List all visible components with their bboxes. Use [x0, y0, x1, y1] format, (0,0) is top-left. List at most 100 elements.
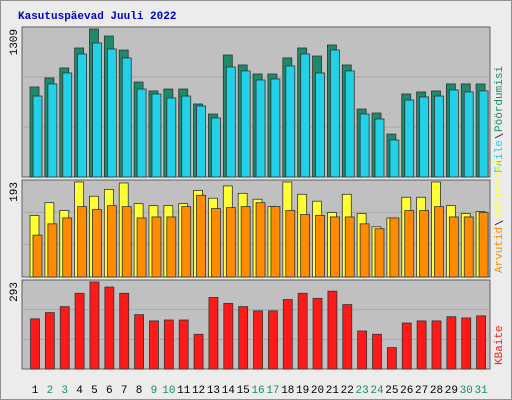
- bar: [434, 95, 444, 178]
- bar: [342, 304, 353, 370]
- bar: [327, 290, 338, 370]
- bar: [285, 65, 296, 178]
- bar: [434, 206, 444, 278]
- x-tick-label: 1: [32, 385, 39, 397]
- x-tick-label: 30: [460, 385, 473, 397]
- bar: [47, 223, 58, 278]
- bar: [240, 70, 251, 178]
- bar: [166, 216, 177, 278]
- bar: [92, 42, 102, 178]
- bar: [389, 139, 400, 178]
- bar: [478, 212, 489, 278]
- x-tick-label: 13: [207, 385, 220, 397]
- bar: [297, 292, 308, 370]
- x-tick-label: 26: [400, 385, 413, 397]
- x-tick-label: 7: [121, 385, 128, 397]
- x-tick-label: 15: [237, 385, 250, 397]
- x-tick-label: 28: [430, 385, 443, 397]
- x-tick-label: 31: [474, 385, 488, 397]
- bar: [404, 210, 415, 278]
- x-tick-label: 17: [266, 385, 279, 397]
- bar: [208, 297, 219, 370]
- bar: [270, 78, 281, 178]
- bar: [121, 206, 132, 278]
- bar: [270, 206, 281, 278]
- bar: [211, 208, 221, 278]
- bar: [44, 312, 55, 370]
- chart-title: Kasutuspäevad Juuli 2022: [18, 11, 176, 23]
- bar: [372, 333, 382, 370]
- x-tick-label: 11: [177, 385, 191, 397]
- bar: [30, 318, 40, 370]
- bar: [315, 72, 325, 178]
- legend-label: Pöördumisi: [494, 66, 506, 132]
- bar: [136, 217, 147, 278]
- bar: [431, 320, 442, 370]
- bar: [74, 292, 85, 370]
- x-tick-label: 21: [326, 385, 340, 397]
- bar: [344, 70, 355, 178]
- legend-separator: [494, 220, 504, 226]
- x-tick-label: 18: [281, 385, 294, 397]
- bar: [463, 216, 474, 278]
- bar: [32, 234, 43, 278]
- bar: [419, 210, 430, 278]
- bar: [300, 214, 311, 278]
- bar: [357, 330, 368, 370]
- bar: [329, 216, 340, 278]
- bar: [47, 83, 58, 178]
- bar: [181, 95, 192, 178]
- x-tick-label: 19: [296, 385, 309, 397]
- bar: [255, 79, 266, 178]
- bar: [359, 223, 370, 278]
- bar: [181, 206, 192, 278]
- bar: [255, 202, 266, 278]
- bar: [92, 209, 102, 278]
- bar: [104, 286, 115, 370]
- bar: [419, 96, 430, 178]
- bar: [151, 93, 162, 178]
- bar: [196, 194, 206, 278]
- x-tick-label: 22: [341, 385, 354, 397]
- bar: [448, 89, 459, 178]
- legend-label: Külastusi: [494, 159, 506, 219]
- legend-label: Arvutid: [494, 227, 506, 273]
- bar: [240, 206, 251, 278]
- x-tick-label: 6: [106, 385, 113, 397]
- bar: [329, 49, 340, 178]
- bar: [77, 206, 88, 278]
- bar: [196, 105, 206, 178]
- x-tick-label: 23: [356, 385, 369, 397]
- bar: [282, 299, 293, 370]
- bar: [300, 53, 311, 178]
- x-tick-label: 24: [370, 385, 384, 397]
- x-tick-label: 9: [151, 385, 158, 397]
- bar: [374, 228, 385, 278]
- bar: [344, 216, 355, 278]
- bar: [193, 333, 204, 370]
- y-tick-label: 1309: [9, 29, 21, 55]
- bar: [166, 97, 177, 178]
- bar: [77, 53, 88, 178]
- bar: [401, 322, 412, 370]
- bar: [312, 297, 323, 370]
- x-tick-label: 27: [415, 385, 428, 397]
- bar: [448, 216, 459, 278]
- bar: [106, 48, 117, 178]
- bar: [359, 113, 370, 178]
- bar: [225, 207, 236, 278]
- legend-label: Faile: [494, 140, 506, 173]
- bar: [178, 319, 189, 370]
- bar: [62, 217, 73, 278]
- bar: [386, 347, 397, 370]
- bar: [268, 310, 278, 370]
- bar: [151, 216, 162, 278]
- bar: [389, 217, 400, 278]
- bar: [163, 319, 174, 370]
- bar: [374, 118, 385, 178]
- x-tick-label: 5: [91, 385, 98, 397]
- legend-separator: [494, 133, 504, 139]
- bar: [62, 72, 73, 178]
- bar: [315, 215, 325, 278]
